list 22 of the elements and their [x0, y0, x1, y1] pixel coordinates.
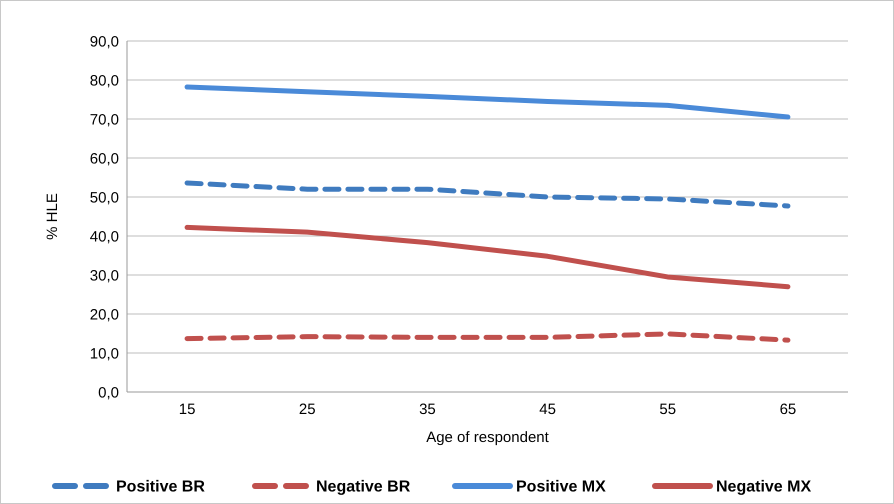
x-axis-title: Age of respondent [426, 429, 550, 446]
x-tick-label: 65 [780, 401, 796, 418]
y-tick-label: 80,0 [90, 72, 119, 90]
y-tick-label: 60,0 [90, 150, 119, 168]
x-tick-label: 35 [419, 401, 436, 418]
y-tick-label: 20,0 [90, 306, 119, 324]
y-tick-label: 50,0 [90, 189, 119, 206]
y-tick-label: 70,0 [90, 111, 119, 128]
x-tick-label: 55 [659, 401, 676, 418]
x-tick-label: 15 [178, 401, 196, 418]
y-axis-title: % HLE [44, 193, 61, 240]
legend-label: Negative MX [716, 478, 812, 496]
legend-label: Positive MX [516, 478, 606, 496]
y-tick-label: 90,0 [90, 33, 119, 50]
y-tick-label: 10,0 [90, 345, 119, 362]
legend-label: Positive BR [116, 478, 206, 496]
x-tick-label: 25 [298, 401, 316, 418]
legend-label: Negative BR [316, 478, 411, 496]
y-tick-label: 40,0 [90, 228, 119, 246]
y-tick-label: 30,0 [90, 267, 119, 284]
x-tick-label: 45 [539, 401, 556, 418]
y-tick-label: 0,0 [98, 384, 119, 402]
